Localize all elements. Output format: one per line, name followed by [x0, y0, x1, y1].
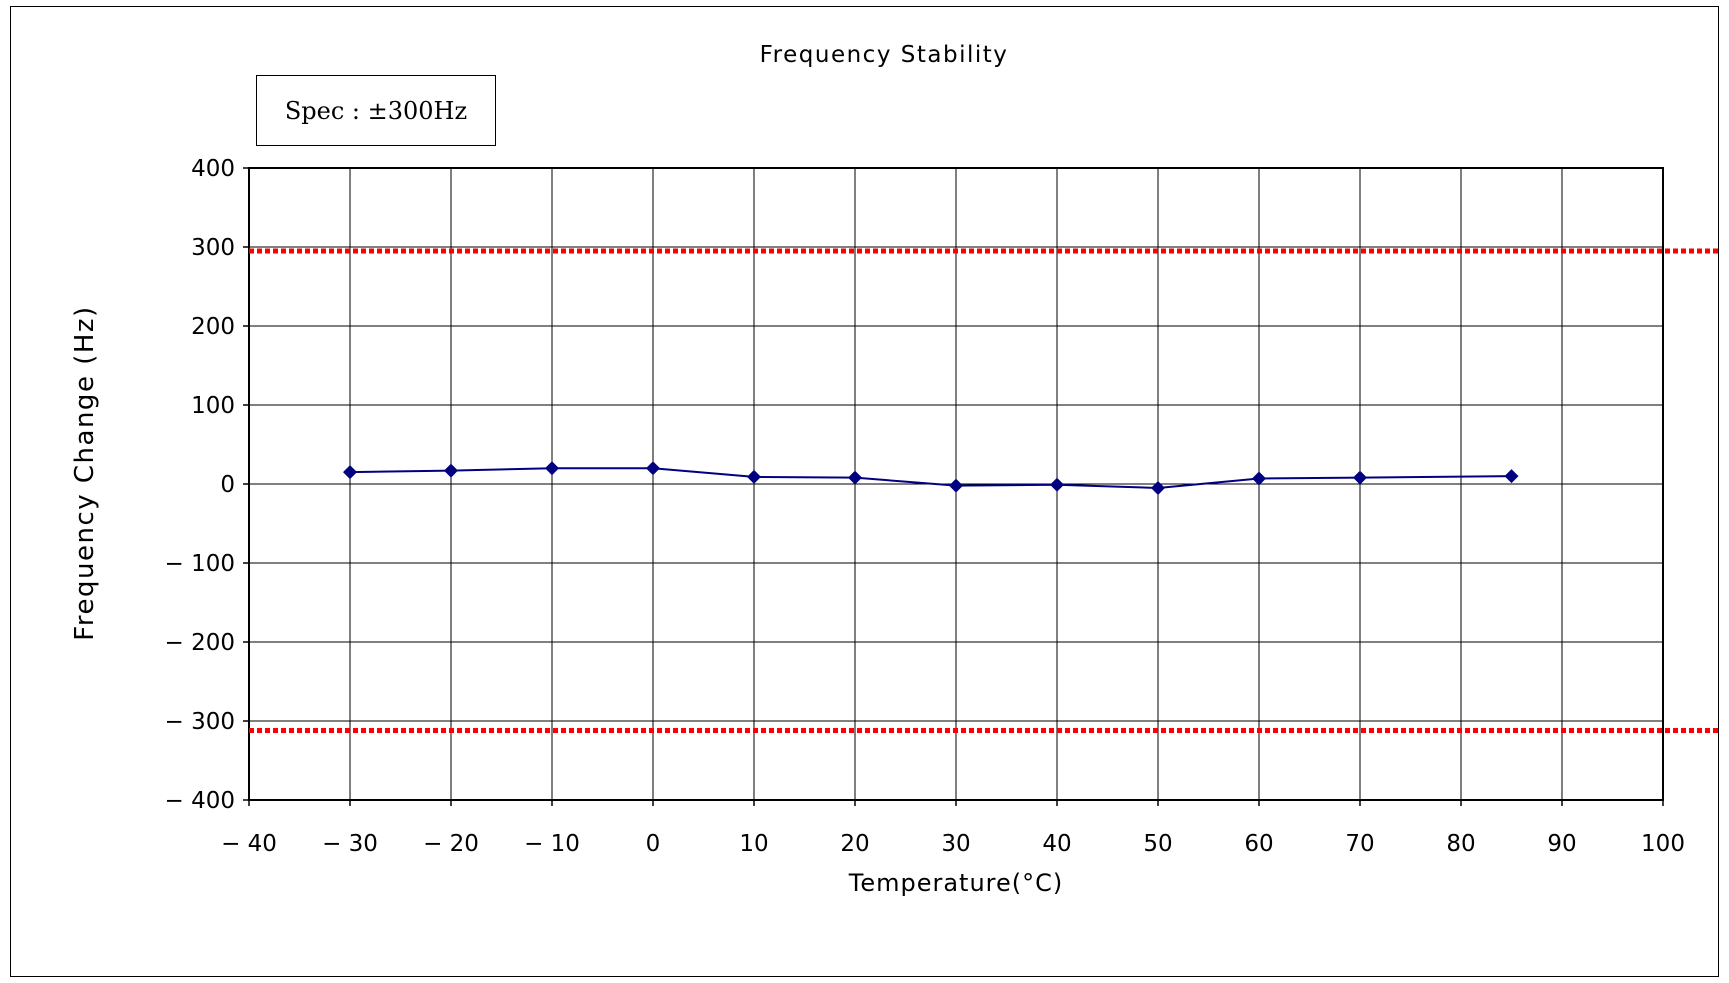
x-tick-label: 90 [1547, 831, 1576, 857]
y-tick-label: 100 [191, 393, 235, 419]
x-tick-label: 60 [1244, 831, 1273, 857]
data-point-marker [444, 463, 458, 478]
x-tick-label: − 30 [322, 831, 378, 857]
data-point-marker [1151, 480, 1165, 495]
data-point-marker [545, 461, 559, 476]
data-point-marker [747, 469, 761, 484]
x-tick-label: − 40 [221, 831, 277, 857]
y-tick-label: − 100 [165, 551, 235, 577]
data-point-marker [949, 478, 963, 493]
x-tick-label: 40 [1042, 831, 1071, 857]
x-tick-label: 10 [739, 831, 768, 857]
data-point-marker [1504, 469, 1519, 484]
x-tick-label: 0 [646, 831, 661, 857]
chart-title: Frequency Stability [760, 42, 1009, 68]
data-point-marker [848, 470, 862, 485]
x-tick-label: 80 [1446, 831, 1475, 857]
y-tick-label: 400 [191, 156, 235, 182]
x-tick-label: 50 [1143, 831, 1172, 857]
data-point-marker [1353, 470, 1367, 485]
x-tick-label: 30 [941, 831, 970, 857]
x-tick-label: 70 [1345, 831, 1374, 857]
x-tick-label: − 20 [423, 831, 479, 857]
y-tick-label: − 300 [165, 709, 235, 735]
y-tick-label: 0 [220, 472, 235, 498]
y-axis-label: Frequency Change (Hz) [70, 305, 100, 640]
x-tick-label: 20 [840, 831, 869, 857]
frequency-stability-chart: − 40− 30− 20− 10 0 10 20 30 40 50 60 70 80 90 100− … [70, 42, 1718, 897]
y-tick-label: 200 [191, 314, 235, 340]
series-line [349, 467, 1512, 489]
data-point-marker [343, 465, 357, 480]
y-tick-label: − 400 [165, 788, 235, 814]
data-point-marker [1252, 471, 1266, 486]
chart-frame: − 40− 30− 20− 10 0 10 20 30 40 50 60 70 80 90 100− … [10, 6, 1719, 977]
y-tick-label: 300 [191, 235, 235, 261]
y-tick-label: − 200 [165, 630, 235, 656]
data-point-marker [646, 461, 660, 476]
spec-annotation-box: Spec : ±300Hz [256, 75, 496, 146]
spec-annotation-text: Spec : ±300Hz [284, 96, 468, 125]
x-tick-label: − 10 [524, 831, 580, 857]
x-axis-label: Temperature(°C) [848, 869, 1064, 897]
data-point-marker [1050, 477, 1064, 492]
x-tick-label: 100 [1641, 831, 1685, 857]
